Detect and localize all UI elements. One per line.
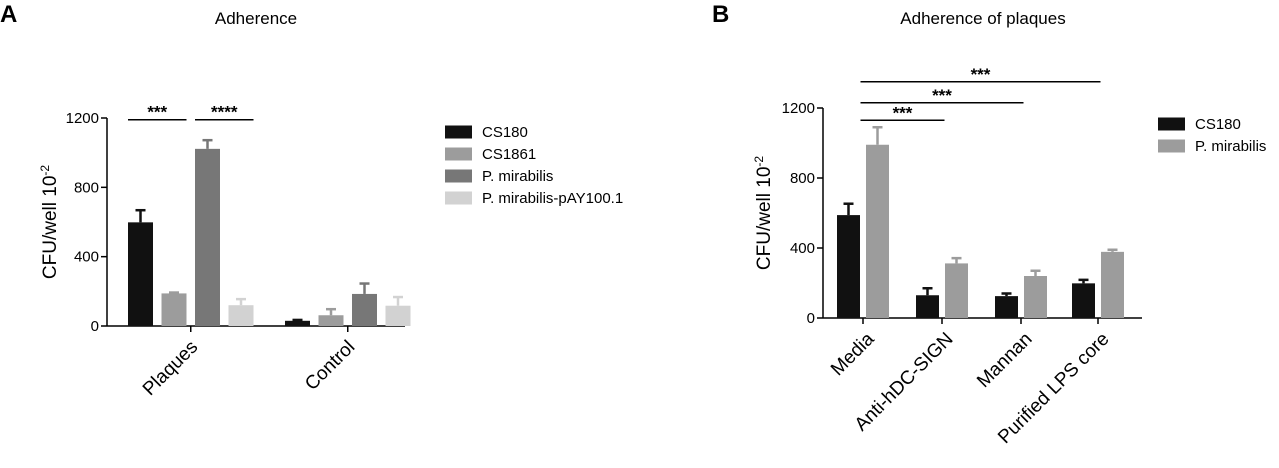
panel-a-bar-cs1861-plaques: [161, 293, 187, 326]
panel-a-title: Adherence: [215, 9, 297, 28]
panel-a-category-label: Control: [301, 337, 359, 395]
panel-b-y-tick-label: 0: [807, 310, 815, 327]
panel-a-legend-label: CS180: [482, 124, 528, 141]
panel-b-significance-label: ***: [932, 86, 952, 105]
panel-a-y-tick-label: 400: [74, 249, 99, 266]
panel-a-bar-p-mirabilis-control: [352, 293, 377, 326]
panel-b-significance-label: ***: [893, 103, 913, 122]
panel-a-legend-swatch: [445, 147, 472, 161]
panel-a-significance-label: ****: [211, 103, 238, 122]
panel-a-bar-cs180-plaques: [128, 222, 153, 326]
panel-a-y-tick-label: 800: [74, 179, 99, 196]
panel-b-y-axis-label: CFU/well 10-2: [752, 156, 775, 270]
panel-a-bar-cs180-control: [285, 320, 310, 326]
panel-a-letter: A: [0, 1, 17, 28]
panel-a-significance-label: ***: [147, 103, 167, 122]
panel-a-legend-label: CS1861: [482, 146, 536, 163]
panel-b-y-tick-label: 800: [790, 170, 815, 187]
panel-a-legend-label: P. mirabilis: [482, 168, 553, 185]
panel-a-y-axis-label: CFU/well 10-2: [38, 165, 61, 279]
panel-b-bar-p-mirabilis-anti-hdc-sign: [945, 263, 968, 318]
panel-b-bar-cs180-anti-hdc-sign: [916, 295, 939, 318]
panel-b-significance-label: ***: [971, 65, 991, 84]
panel-b-bar-p-mirabilis-media: [866, 144, 889, 318]
panel-a-y-tick-label: 0: [91, 318, 99, 335]
panel-b-y-tick-label: 1200: [782, 100, 815, 117]
panel-b-letter: B: [712, 1, 729, 28]
panel-b-bar-cs180-media: [837, 215, 860, 318]
panel-b-y-tick-label: 400: [790, 240, 815, 257]
panel-b-category-label: Mannan: [973, 329, 1036, 392]
panel-a-legend-swatch: [445, 125, 472, 139]
panel-b-bar-p-mirabilis-mannan: [1024, 276, 1047, 318]
panel-a-legend-swatch: [445, 191, 472, 205]
panel-b-title: Adherence of plaques: [900, 9, 1065, 28]
panel-b-legend-swatch: [1158, 139, 1185, 153]
panel-b-legend-swatch: [1158, 117, 1185, 131]
panel-a-y-tick-label: 1200: [66, 110, 99, 127]
panel-a-legend-label: P. mirabilis-pAY100.1: [482, 190, 623, 207]
panel-b-bar-p-mirabilis-purified-lps-core: [1101, 251, 1124, 318]
panel-b-bar-cs180-mannan: [995, 296, 1018, 318]
panel-a-bar-p-mirabilis-pay100-1-plaques: [228, 305, 254, 326]
panel-a-bar-cs1861-control: [318, 315, 344, 326]
panel-b-category-label: Media: [827, 328, 879, 380]
panel-b-legend-label: CS180: [1195, 116, 1241, 133]
panel-b-legend-label: P. mirabilis: [1195, 138, 1266, 155]
panel-a-legend-swatch: [445, 169, 472, 183]
panel-b-bar-cs180-purified-lps-core: [1072, 283, 1095, 318]
panel-a-bar-p-mirabilis-plaques: [195, 148, 220, 326]
panel-a-bar-p-mirabilis-pay100-1-control: [385, 305, 411, 326]
panel-a-chart: 0 400 800 1200 CFU/well 10-2 Plaques Control **…: [38, 103, 623, 400]
panel-a-category-label: Plaques: [139, 337, 202, 400]
